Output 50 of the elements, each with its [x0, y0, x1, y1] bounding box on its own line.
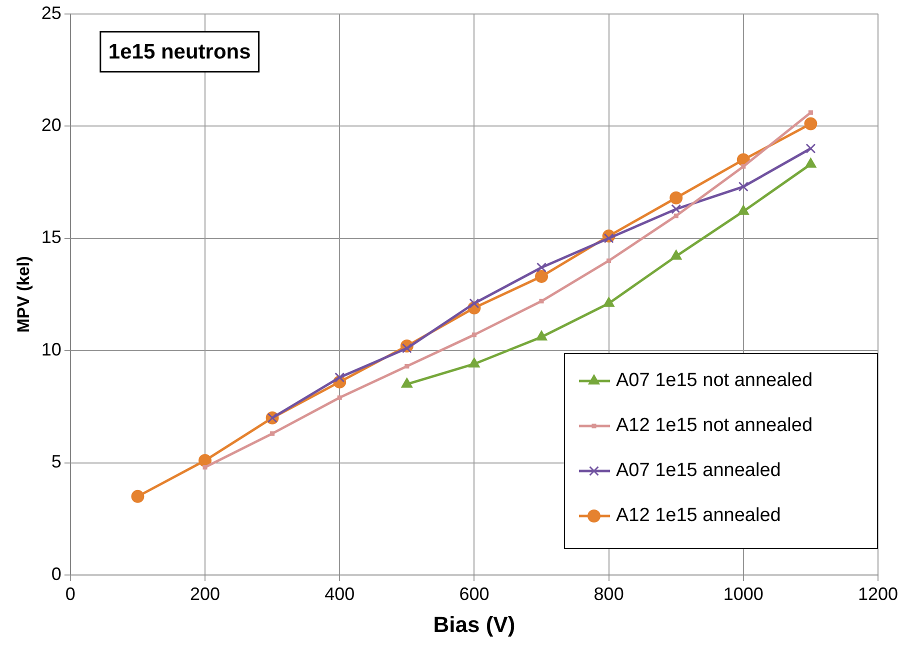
point: [738, 204, 750, 215]
point: [805, 158, 816, 168]
point: [808, 110, 813, 115]
legend-label: A07 1e15 annealed: [616, 460, 781, 482]
y-axis-title: MPV (kel): [14, 256, 33, 333]
point: [539, 298, 544, 304]
y-tick-label: 5: [51, 452, 62, 472]
x-tick-label: 200: [190, 584, 220, 604]
legend-label: A12 1e15 not annealed: [616, 415, 813, 436]
x-tick-label: 400: [324, 584, 355, 604]
y-tick-label: 0: [51, 564, 62, 584]
x-tick-label: 800: [594, 584, 624, 604]
point: [604, 233, 614, 244]
point: [674, 214, 678, 218]
y-tick-label: 20: [41, 115, 62, 136]
point: [670, 250, 682, 260]
point: [202, 464, 208, 470]
point: [536, 330, 548, 341]
point: [404, 364, 410, 368]
point: [469, 298, 480, 308]
x-tick-label: 1000: [723, 584, 764, 604]
x-axis-title: Bias (V): [433, 612, 516, 637]
point: [401, 378, 413, 388]
point: [536, 262, 546, 272]
point: [270, 431, 275, 436]
point: [738, 182, 748, 192]
point: [670, 191, 683, 204]
x-tick-label: 0: [65, 584, 76, 604]
x-tick-label: 1200: [858, 584, 898, 604]
point: [603, 296, 615, 307]
x-tick-label: 600: [459, 584, 490, 604]
point: [671, 204, 682, 214]
legend-label: A07 1e15 not annealed: [616, 370, 813, 392]
point: [337, 395, 342, 400]
point: [535, 270, 548, 283]
point: [198, 454, 212, 468]
legend-label: A12 1e15 annealed: [616, 505, 781, 526]
y-tick-label: 25: [41, 2, 62, 23]
point: [468, 357, 480, 368]
point: [334, 372, 345, 382]
text: 1e15 neutrons: [108, 40, 251, 64]
point: [804, 117, 818, 130]
point: [606, 258, 612, 263]
y-tick-label: 15: [41, 227, 62, 248]
point: [806, 143, 816, 154]
point: [402, 343, 412, 354]
point: [741, 164, 746, 169]
point: [472, 332, 476, 338]
y-tick-label: 10: [41, 339, 62, 360]
point: [131, 490, 144, 503]
